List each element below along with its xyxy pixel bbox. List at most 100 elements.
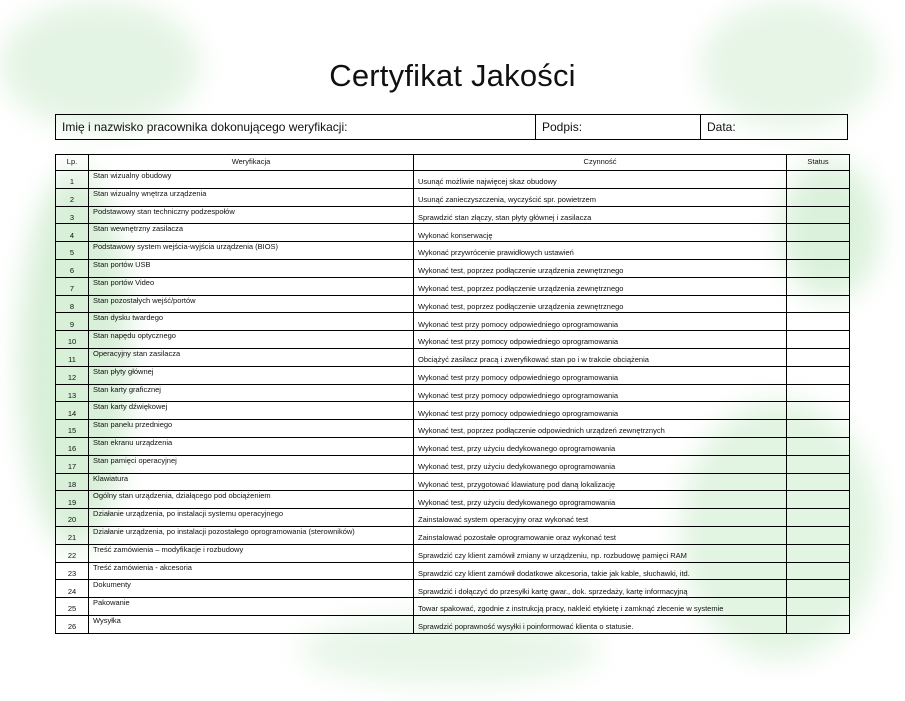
status-cell[interactable] <box>786 365 850 385</box>
row-number: 14 <box>55 401 89 421</box>
status-cell[interactable] <box>786 508 850 527</box>
action-cell: Sprawdzić i dołączyć do przesyłki kartę … <box>413 579 787 599</box>
row-number: 18 <box>55 472 89 492</box>
action-cell: Wykonać test przy pomocy odpowiedniego o… <box>413 365 787 385</box>
verification-cell: Stan płyty głównej <box>88 365 414 385</box>
verification-cell: Podstawowy system wejścia-wyjścia urządz… <box>88 241 414 260</box>
table-row: 21 Działanie urządzenia, po instalacji po… <box>55 525 850 545</box>
table-row: 5 Podstawowy system wejścia-wyjścia urząd… <box>55 241 850 260</box>
table-row: 11 Operacyjny stan zasilacza Obciążyć zasi… <box>55 347 850 367</box>
status-cell[interactable] <box>786 312 850 332</box>
status-cell[interactable] <box>786 401 850 421</box>
status-cell[interactable] <box>786 543 850 563</box>
status-cell[interactable] <box>786 170 850 189</box>
status-cell[interactable] <box>786 383 850 403</box>
employee-field[interactable]: Imię i nazwisko pracownika dokonującego … <box>56 115 536 139</box>
verification-cell: Działanie urządzenia, po instalacji pozo… <box>88 525 414 545</box>
status-cell[interactable] <box>786 276 850 296</box>
status-cell[interactable] <box>786 241 850 260</box>
row-number: 7 <box>55 276 89 296</box>
status-cell[interactable] <box>786 223 850 243</box>
status-cell[interactable] <box>786 347 850 367</box>
action-cell: Usunąć zanieczyszczenia, wyczyścić spr. … <box>413 187 787 207</box>
action-cell: Wykonać test przy pomocy odpowiedniego o… <box>413 383 787 403</box>
row-number: 22 <box>55 543 89 563</box>
action-cell: Wykonać test, przygotować klawiaturę pod… <box>413 472 787 492</box>
action-cell: Wykonać test, poprzez podłączenie urządz… <box>413 258 787 278</box>
action-cell: Wykonać test przy pomocy odpowiedniego o… <box>413 330 787 349</box>
table-row: 20 Działanie urządzenia, po instalacji sy… <box>55 508 850 527</box>
action-cell: Sprawdzić poprawność wysyłki i poinformo… <box>413 614 787 634</box>
table-row: 10 Stan napędu optycznego Wykonać test prz… <box>55 330 850 349</box>
verification-cell: Stan wewnętrzny zasilacza <box>88 223 414 243</box>
watermark <box>0 0 200 130</box>
verification-cell: Klawiatura <box>88 472 414 492</box>
watermark <box>700 0 880 130</box>
action-cell: Sprawdzić stan złączy, stan płyty główne… <box>413 205 787 225</box>
column-header-status: Status <box>786 154 850 171</box>
verification-cell: Podstawowy stan techniczny podzespołów <box>88 205 414 225</box>
table-row: 8 Stan pozostałych wejść/portów Wykonać te… <box>55 294 850 314</box>
table-row: 6 Stan portów USB Wykonać test, poprzez po… <box>55 258 850 278</box>
verification-cell: Stan portów USB <box>88 258 414 278</box>
row-number: 6 <box>55 258 89 278</box>
status-cell[interactable] <box>786 454 850 474</box>
verification-cell: Dokumenty <box>88 579 414 599</box>
verification-cell: Pakowanie <box>88 597 414 616</box>
table-row: 15 Stan panelu przedniego Wykonać test, po… <box>55 419 850 438</box>
table-row: 9 Stan dysku twardego Wykonać test przy po… <box>55 312 850 332</box>
status-cell[interactable] <box>786 561 850 581</box>
status-cell[interactable] <box>786 436 850 456</box>
table-row: 4 Stan wewnętrzny zasilacza Wykonać konser… <box>55 223 850 243</box>
column-header-weryfikacja: Weryfikacja <box>88 154 414 171</box>
action-cell: Obciążyć zasilacz pracą i zweryfikować s… <box>413 347 787 367</box>
action-cell: Towar spakować, zgodnie z instrukcją pra… <box>413 597 787 616</box>
verification-cell: Stan panelu przedniego <box>88 419 414 438</box>
table-row: 24 Dokumenty Sprawdzić i dołączyć do przes… <box>55 579 850 599</box>
verification-cell: Operacyjny stan zasilacza <box>88 347 414 367</box>
action-cell: Wykonać test przy pomocy odpowiedniego o… <box>413 401 787 421</box>
verification-cell: Treść zamówienia – modyfikacje i rozbudo… <box>88 543 414 563</box>
row-number: 20 <box>55 508 89 527</box>
status-cell[interactable] <box>786 205 850 225</box>
status-cell[interactable] <box>786 614 850 634</box>
table-row: 26 Wysyłka Sprawdzić poprawność wysyłki i … <box>55 614 850 634</box>
status-cell[interactable] <box>786 597 850 616</box>
row-number: 15 <box>55 419 89 438</box>
table-row: 13 Stan karty graficznej Wykonać test przy… <box>55 383 850 403</box>
date-field[interactable]: Data: <box>707 120 736 134</box>
column-header-lp: Lp. <box>55 154 89 171</box>
status-cell[interactable] <box>786 419 850 438</box>
verification-table: Lp. Weryfikacja Czynność Status 1 Stan wi… <box>55 154 850 634</box>
table-row: 2 Stan wizualny wnętrza urządzenia Usunąć … <box>55 187 850 207</box>
action-cell: Usunąć możliwie najwięcej skaz obudowy <box>413 170 787 189</box>
row-number: 13 <box>55 383 89 403</box>
row-number: 23 <box>55 561 89 581</box>
page-title: Certyfikat Jakości <box>329 58 576 93</box>
signature-field[interactable]: Podpis: <box>536 115 701 139</box>
status-cell[interactable] <box>786 330 850 349</box>
row-number: 12 <box>55 365 89 385</box>
column-header-czynnosc: Czynność <box>413 154 787 171</box>
table-row: 14 Stan karty dźwiękowej Wykonać test przy… <box>55 401 850 421</box>
status-cell[interactable] <box>786 579 850 599</box>
verification-cell: Stan pamięci operacyjnej <box>88 454 414 474</box>
row-number: 26 <box>55 614 89 634</box>
row-number: 4 <box>55 223 89 243</box>
action-cell: Sprawdzić czy klient zamówił zmiany w ur… <box>413 543 787 563</box>
action-cell: Wykonać konserwację <box>413 223 787 243</box>
status-cell[interactable] <box>786 490 850 510</box>
action-cell: Wykonać test, przy użyciu dedykowanego o… <box>413 436 787 456</box>
verification-cell: Stan napędu optycznego <box>88 330 414 349</box>
action-cell: Wykonać test przy pomocy odpowiedniego o… <box>413 312 787 332</box>
status-cell[interactable] <box>786 294 850 314</box>
action-cell: Zainstalować pozostałe oprogramowanie or… <box>413 525 787 545</box>
table-row: 23 Treść zamówienia - akcesoria Sprawdzić … <box>55 561 850 581</box>
status-cell[interactable] <box>786 525 850 545</box>
table-row: 18 Klawiatura Wykonać test, przygotować kl… <box>55 472 850 492</box>
status-cell[interactable] <box>786 472 850 492</box>
status-cell[interactable] <box>786 258 850 278</box>
row-number: 17 <box>55 454 89 474</box>
status-cell[interactable] <box>786 187 850 207</box>
verification-cell: Stan karty dźwiękowej <box>88 401 414 421</box>
